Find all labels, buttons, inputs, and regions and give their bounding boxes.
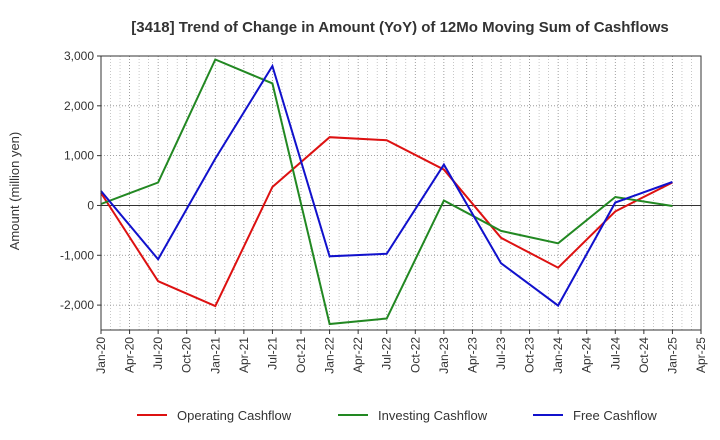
x-axis-ticks: Jan-20 Apr-20 Jul-20 Oct-20 Jan-21 Apr-21 Jul-… [94,330,708,374]
plot-frame [100,55,702,331]
x-tick-label: Jul-23 [494,337,508,370]
x-tick-label: Oct-20 [180,337,194,373]
y-axis-label: Amount (million yen) [7,132,22,251]
y-tick-label: -2,000 [60,298,94,312]
y-tick-label: 0 [87,198,94,212]
legend-label-operating-cashflow: Operating Cashflow [177,408,292,423]
x-tick-label: Jul-21 [265,337,279,370]
y-tick-label: 2,000 [64,99,94,113]
legend: Operating Cashflow Investing Cashflow Free… [137,408,657,423]
series-line-investing-cashflow [100,58,673,326]
x-tick-label: Apr-22 [351,337,365,373]
y-tick-label: -1,000 [60,248,94,262]
y-tick-label: 1,000 [64,149,94,163]
x-tick-label: Jan-25 [665,337,679,374]
x-tick-label: Apr-21 [237,337,251,373]
chart-title: [3418] Trend of Change in Amount (YoY) o… [131,19,669,36]
x-tick-label: Jul-20 [151,337,165,370]
x-tick-label: Apr-23 [465,337,479,373]
x-tick-label: Oct-23 [523,337,537,373]
x-tick-label: Oct-22 [408,337,422,373]
x-tick-label: Jan-22 [323,337,337,374]
x-tick-label: Apr-20 [123,337,137,373]
x-tick-label: Jan-21 [208,337,222,374]
x-tick-label: Apr-24 [580,337,594,373]
series-line-operating-cashflow [100,136,673,308]
y-axis-ticks: 3,000 2,000 1,000 0 -1,000 -2,000 [60,49,101,312]
y-tick-label: 3,000 [64,49,94,63]
x-tick-label: Oct-21 [294,337,308,373]
legend-label-investing-cashflow: Investing Cashflow [378,408,488,423]
x-tick-label: Jul-24 [608,337,622,370]
legend-label-free-cashflow: Free Cashflow [573,408,657,423]
x-tick-label: Jan-20 [94,337,108,374]
series-line-free-cashflow [100,63,673,308]
x-tick-label: Apr-25 [694,337,708,373]
series-lines [100,58,673,326]
x-tick-label: Jul-22 [380,337,394,370]
x-tick-label: Jan-24 [551,337,565,374]
x-tick-label: Oct-24 [637,337,651,373]
x-tick-label: Jan-23 [437,337,451,374]
